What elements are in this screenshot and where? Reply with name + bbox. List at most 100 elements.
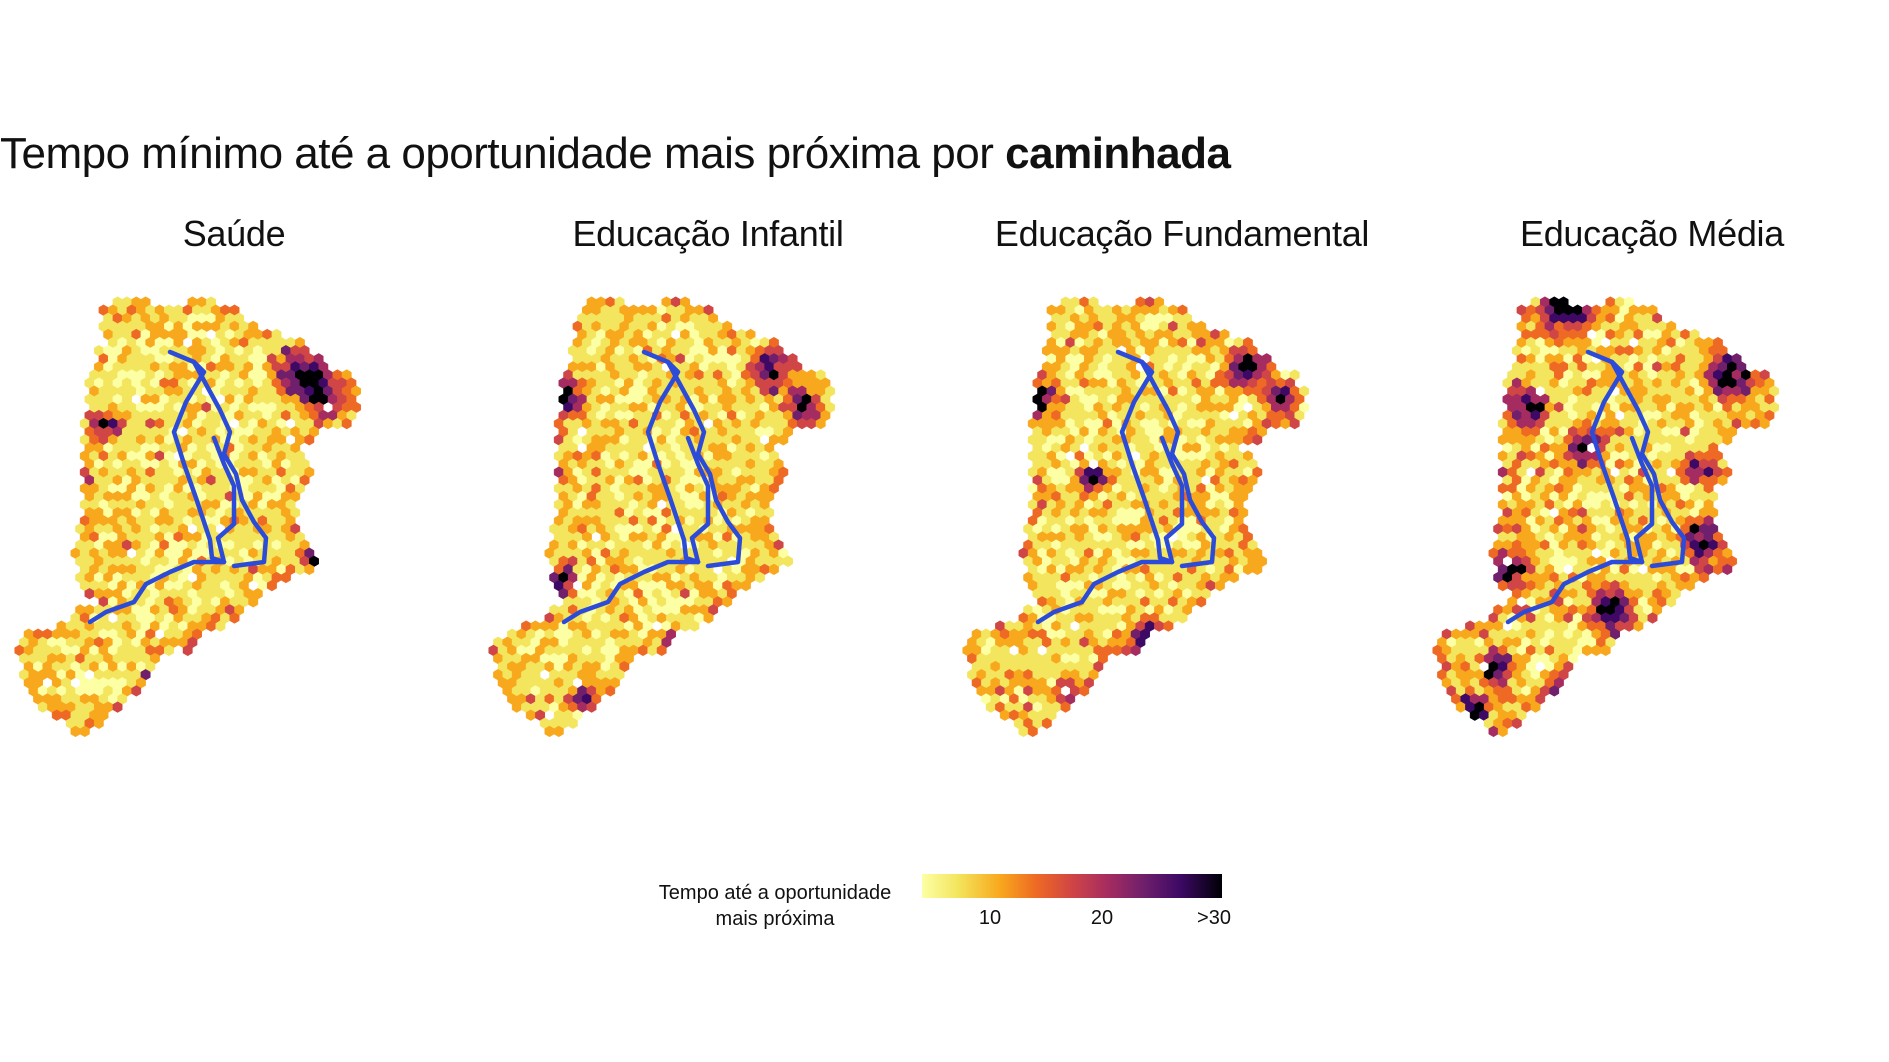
- panel-title-educacao-media: Educação Média: [1520, 213, 1784, 254]
- hexagon-cell: [806, 417, 817, 430]
- chart-title-emphasis: caminhada: [1005, 129, 1231, 178]
- hexagon-cell: [1252, 434, 1263, 446]
- hexagon-cell: [1112, 644, 1122, 657]
- hexagon-cell: [1497, 579, 1508, 592]
- hexagon-cell: [680, 620, 691, 632]
- hexagon-cell: [1455, 701, 1466, 713]
- hexagon-cell: [1243, 434, 1253, 446]
- hexagon-cell: [1018, 725, 1029, 738]
- hexagon-cell: [1684, 579, 1695, 592]
- map-educacao-fundamental: [962, 296, 1309, 738]
- hexagon-cell: [656, 644, 667, 657]
- hexagon-cell: [1079, 685, 1090, 697]
- hexagon-cell: [1060, 701, 1071, 713]
- hexagon-cell: [525, 709, 536, 721]
- hexagon-cell: [1252, 563, 1263, 576]
- hexagon-cell: [1713, 563, 1723, 576]
- panel-title-educacao-fundamental: Educação Fundamental: [994, 213, 1370, 254]
- hexagon-layer: [1432, 296, 1779, 738]
- panel-title-educacao-infantil: Educação Infantil: [572, 213, 844, 254]
- hexagon-cell: [206, 620, 217, 632]
- hexagon-cell: [553, 725, 564, 738]
- hexagon-cell: [229, 612, 240, 624]
- hexagon-cell: [740, 579, 751, 592]
- hexagon-cell: [93, 717, 104, 729]
- hexagon-cell: [815, 417, 826, 430]
- hexagon-cell: [304, 434, 315, 446]
- hexagon-cell: [1041, 717, 1052, 729]
- hexagon-cell: [84, 588, 95, 600]
- hexagon-cell: [164, 644, 174, 657]
- map-panel-saude: Saúde: [0, 208, 470, 838]
- hexagon-cell: [1228, 571, 1239, 584]
- map-educacao-infantil: [488, 296, 835, 738]
- hexagon-cell: [131, 685, 142, 697]
- transit-route-line: [1609, 359, 1687, 569]
- map-panel-educacao-infantil: Educação Infantil: [472, 208, 944, 838]
- hexagon-cell: [567, 717, 578, 729]
- hexagon-cell: [1488, 725, 1499, 738]
- hexagon-cell: [511, 701, 522, 713]
- hexagon-cell: [783, 555, 793, 567]
- hexagon-cell: [323, 417, 333, 430]
- hexagon-cell: [985, 701, 996, 713]
- hexagon-cell: [999, 709, 1010, 721]
- hexagon-cell: [248, 596, 259, 608]
- hexagon-cell: [332, 417, 343, 430]
- transit-route-line: [1629, 435, 1655, 565]
- hexagon-cell: [37, 701, 48, 713]
- chart-title: Tempo mínimo até a oportunidade mais pró…: [0, 128, 1231, 180]
- hexagon-cell: [1497, 725, 1508, 738]
- transit-route-line: [87, 559, 227, 625]
- hexagon-cell: [1647, 612, 1658, 624]
- hexagon-cell: [1027, 725, 1038, 738]
- transit-route-line: [685, 435, 711, 565]
- hexagon-cell: [112, 701, 123, 713]
- hexagon-cell: [722, 596, 733, 608]
- map-panel-educacao-fundamental: Educação Fundamental: [946, 208, 1418, 838]
- transit-lines: [1505, 349, 1687, 625]
- hexagon-layer: [962, 296, 1309, 738]
- hexagon-cell: [1530, 701, 1541, 713]
- legend-tick: [990, 900, 991, 906]
- legend-tick-label-30: >30: [1197, 907, 1231, 929]
- hexagon-cell: [70, 725, 81, 738]
- map-educacao-media: [1432, 296, 1779, 738]
- hexagon-cell: [1633, 620, 1644, 632]
- hexagon-cell: [778, 434, 789, 446]
- transit-lines: [1035, 349, 1217, 625]
- transit-route-line: [1035, 559, 1175, 625]
- hexagon-cell: [1469, 709, 1480, 721]
- legend-title: Tempo até a oportunidade mais próxima: [640, 880, 910, 932]
- transit-route-line: [191, 359, 269, 569]
- hexagon-cell: [769, 563, 779, 576]
- transit-route-line: [665, 359, 743, 569]
- map-saude: [14, 296, 361, 738]
- transit-route-line: [211, 435, 237, 565]
- hexagon-cell: [1214, 579, 1225, 592]
- hexagon-cell: [1582, 644, 1592, 657]
- hexagon-cell: [280, 571, 291, 584]
- hexagon-cell: [689, 620, 700, 632]
- legend-title-line1: Tempo até a oportunidade: [658, 882, 892, 904]
- hexagon-cell: [1717, 474, 1728, 486]
- hexagon-cell: [266, 579, 277, 592]
- hexagon-cell: [51, 709, 62, 721]
- hexagon-cell: [586, 701, 597, 713]
- hexagon-cell: [1243, 563, 1253, 576]
- hexagon-cell: [1698, 571, 1709, 584]
- hexagon-cell: [1271, 417, 1281, 430]
- hexagon-cell: [1722, 434, 1733, 446]
- hexagon-cell: [1591, 644, 1602, 657]
- hexagon-cell: [647, 644, 658, 657]
- hexagon-cell: [1511, 717, 1522, 729]
- chart-title-prefix: Tempo mínimo até a oportunidade mais pró…: [0, 129, 994, 178]
- hexagon-cell: [1196, 596, 1207, 608]
- transit-route-line: [1159, 435, 1185, 565]
- hexagon-cell: [1666, 596, 1677, 608]
- color-legend: Tempo até a oportunidade mais próxima 10…: [640, 872, 1260, 942]
- legend-colorbar: [922, 874, 1222, 906]
- hexagon-cell: [182, 644, 193, 657]
- hexagon-cell: [638, 644, 648, 657]
- legend-tick-label-20: 20: [1090, 907, 1114, 929]
